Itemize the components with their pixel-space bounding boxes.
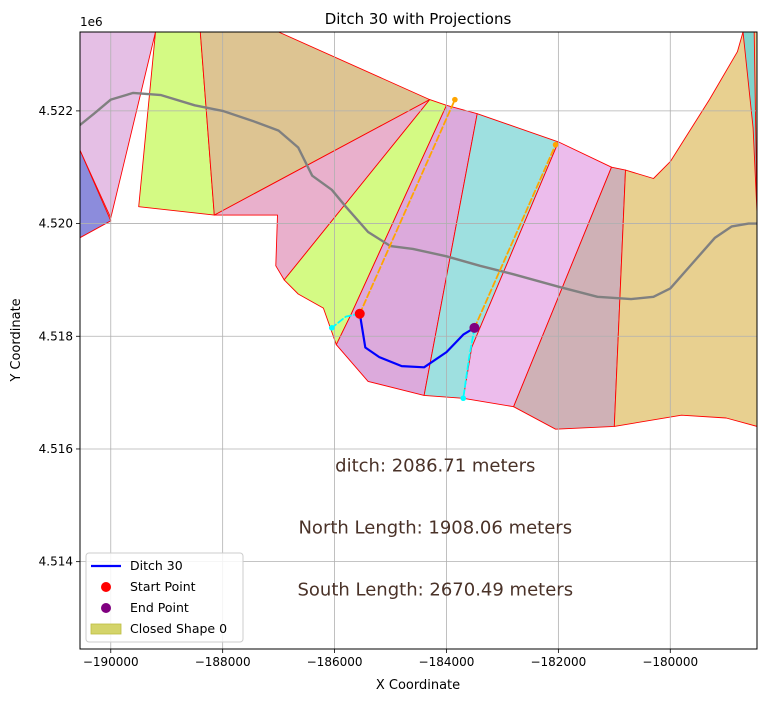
- shapes-layer: [80, 32, 757, 430]
- y-tick-label: 4.518: [39, 329, 73, 343]
- grid-layer: [80, 32, 757, 649]
- annotation-layer: ditch: 2086.71 meters North Length: 1908.…: [297, 456, 573, 601]
- closed-shape-11: [742, 32, 757, 213]
- closed-shape-8: [462, 141, 612, 408]
- start-point-marker: [354, 308, 365, 319]
- x-tick-label: −184000: [419, 655, 475, 669]
- series-line-5: [462, 326, 476, 400]
- markers-layer: [328, 96, 559, 402]
- legend-box: [85, 552, 244, 643]
- y-tick-label: 4.520: [39, 217, 73, 231]
- ticks-layer: −190000 −188000 −186000 −184000 −182000 −1800…: [39, 104, 699, 669]
- y-tick-label: 4.522: [39, 104, 73, 118]
- y-offset-label: 1e6: [80, 15, 103, 29]
- legend-swatch-closed-shape-0: [90, 623, 122, 635]
- length-annotation-0: ditch: 2086.71 meters: [335, 456, 535, 477]
- projection-point-3: [552, 141, 559, 148]
- legend-label-end-point: End Point: [130, 600, 189, 615]
- legend-swatch-start-point: [101, 582, 111, 592]
- x-tick-label: −188000: [195, 655, 251, 669]
- x-tick-label: −182000: [530, 655, 586, 669]
- legend-swatch-end-point: [101, 603, 111, 613]
- x-tick-label: −190000: [83, 655, 139, 669]
- y-tick-label: 4.514: [39, 555, 73, 569]
- y-tick-label: 4.516: [39, 442, 73, 456]
- chart-title: Ditch 30 with Projections: [325, 10, 512, 28]
- y-axis-label: Y Coordinate: [9, 298, 24, 382]
- series-line-3: [473, 143, 557, 329]
- closed-shape-9: [513, 166, 626, 430]
- legend: Ditch 30 Start Point End Point Closed Shape…: [85, 552, 244, 643]
- plot-frame: [79, 31, 758, 650]
- length-annotation-1: North Length: 1908.06 meters: [298, 517, 572, 538]
- series-line-2: [358, 98, 456, 315]
- legend-label-start-point: Start Point: [130, 579, 196, 594]
- x-tick-label: −186000: [307, 655, 363, 669]
- x-axis-label: X Coordinate: [376, 678, 460, 693]
- legend-label-closed-shape-0: Closed Shape 0: [130, 621, 227, 636]
- projection-point-5: [460, 395, 467, 402]
- projection-point-2: [452, 96, 458, 103]
- end-point-marker: [469, 322, 480, 333]
- legend-label-ditch-30: Ditch 30: [130, 558, 183, 573]
- series-line-ditch-30: [358, 312, 476, 369]
- projection-point-4: [328, 325, 335, 331]
- closed-shape-1: [80, 149, 112, 239]
- length-annotation-2: South Length: 2670.49 meters: [297, 579, 573, 600]
- closed-shape-4: [213, 99, 431, 281]
- x-tick-label: −180000: [642, 655, 698, 669]
